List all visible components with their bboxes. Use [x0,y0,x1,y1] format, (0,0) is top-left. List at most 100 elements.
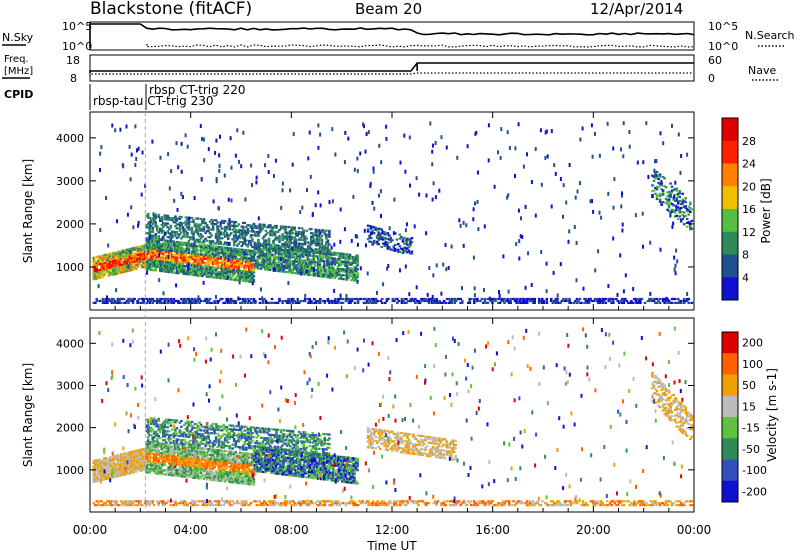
heatmap-cell [122,458,126,461]
heatmap-cell [240,244,244,248]
heatmap-cell [159,444,162,447]
heatmap-cell [187,255,191,259]
heatmap-cell [151,243,154,246]
heatmap-cell [159,299,162,303]
heatmap-cell [398,251,402,254]
heatmap-cell [314,203,317,208]
heatmap-cell [267,268,270,271]
heatmap-cell [160,237,164,240]
heatmap-cell [595,297,598,301]
heatmap-cell [510,297,514,301]
heatmap-cell [670,301,674,304]
heatmap-cell [621,193,623,198]
heatmap-cell [165,268,168,271]
heatmap-cell [95,261,99,265]
heatmap-cell [246,230,250,233]
heatmap-cell [187,464,191,467]
heatmap-cell [453,299,456,303]
heatmap-cell [145,467,148,470]
heatmap-cell [207,299,210,303]
heatmap-cell [199,245,203,248]
heatmap-cell [314,301,318,304]
heatmap-cell [366,228,370,231]
heatmap-cell [353,271,356,274]
heatmap-cell [396,297,399,301]
heatmap-cell [154,240,157,243]
summary-traces [89,23,695,76]
heatmap-cell [190,301,194,304]
heatmap-cell [675,204,678,209]
heatmap-cell [216,263,219,266]
heatmap-cell [374,297,378,301]
heatmap-cell [128,462,132,465]
heatmap-cell [95,275,99,278]
heatmap-cell [634,299,638,303]
heatmap-cell [432,299,435,303]
heatmap-cell [622,154,625,159]
heatmap-cell [285,249,289,252]
heatmap-cell [352,297,355,301]
heatmap-cell [190,463,194,466]
heatmap-cell [172,263,176,266]
heatmap-cell [202,225,206,228]
heatmap-cell [316,299,319,303]
heatmap-cell [666,208,669,211]
heatmap-cell [101,270,105,273]
heatmap-cell [159,442,162,445]
heatmap-cell [125,248,129,251]
heatmap-cell [500,297,503,301]
heatmap-cell [133,258,136,261]
heatmap-cell [591,199,593,204]
heatmap-cell [146,461,150,464]
heatmap-cell [288,301,292,304]
heatmap-cell [177,272,180,275]
heatmap-cell [148,226,151,229]
heatmap-cell [494,297,497,301]
heatmap-cell [314,255,317,258]
heatmap-cell [189,470,192,473]
heatmap-cell [397,250,400,253]
heatmap-cell [213,242,216,245]
heatmap-cell [411,297,414,301]
heatmap-cell [133,452,136,455]
heatmap-cell [317,242,321,245]
heatmap-cell [186,247,189,251]
heatmap-cell [94,463,97,466]
heatmap-cell [124,268,127,271]
heatmap-cell [192,448,195,451]
heatmap-cell [109,254,112,257]
heatmap-cell [530,299,533,303]
heatmap-cell [171,271,174,274]
heatmap-cell [159,470,162,473]
heatmap-cell [682,215,686,218]
heatmap-cell [204,261,207,264]
heatmap-cell [165,473,168,476]
heatmap-cell [103,267,106,270]
heatmap-cell [258,254,261,257]
heatmap-cell [160,469,164,472]
heatmap-cell [262,256,266,259]
heatmap-cell [220,297,224,301]
heatmap-cell [461,286,463,291]
heatmap-cell [106,471,109,474]
heatmap-cell [178,223,182,226]
heatmap-cell [311,260,314,263]
heatmap-cell [177,264,180,267]
heatmap-cell [157,299,160,303]
heatmap-cell [198,255,201,258]
heatmap-cell [375,229,379,232]
heatmap-cell [113,259,117,262]
heatmap-cell [148,260,151,264]
heatmap-cell [314,228,318,231]
heatmap-cell [339,270,343,273]
heatmap-cell [296,297,299,301]
heatmap-cell [122,464,126,467]
heatmap-cell [183,473,186,476]
heatmap-cell [201,265,204,268]
heatmap-cell [109,260,112,263]
heatmap-cell [157,263,160,267]
heatmap-cell [222,256,225,259]
heatmap-cell [187,273,191,276]
heatmap-cell [601,301,604,304]
heatmap-cell [116,299,120,303]
